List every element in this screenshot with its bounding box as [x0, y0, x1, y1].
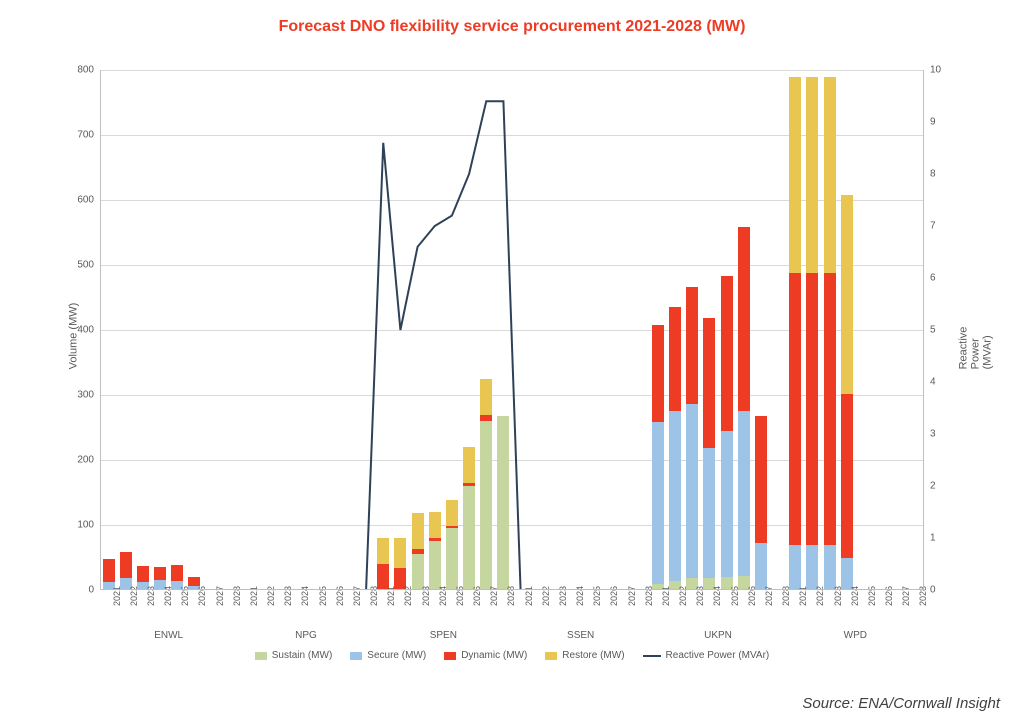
y-tick-right: 7 [924, 221, 936, 232]
legend-label: Secure (MW) [367, 650, 426, 661]
x-group-label: UKPN [649, 630, 786, 641]
legend-swatch [444, 652, 456, 660]
legend-label: Restore (MW) [562, 650, 624, 661]
legend-label: Reactive Power (MVAr) [666, 650, 770, 661]
y-tick-right: 10 [924, 65, 941, 76]
legend-item-secure: Secure (MW) [350, 650, 426, 661]
line-layer [100, 70, 924, 590]
y-tick-right: 2 [924, 481, 936, 492]
y-tick-left: 600 [77, 195, 100, 206]
x-group-label: ENWL [100, 630, 237, 641]
source-text: Source: ENA/Cornwall Insight [802, 695, 1000, 712]
y-tick-left: 800 [77, 65, 100, 76]
y-tick-left: 200 [77, 455, 100, 466]
legend-item-dynamic: Dynamic (MW) [444, 650, 527, 661]
x-group-label: SPEN [375, 630, 512, 641]
reactive-power-line [109, 101, 916, 590]
plot-area: 0100200300400500600700800 012345678910 2… [100, 70, 924, 590]
y-tick-right: 4 [924, 377, 936, 388]
y-axis-right-label: Reactive Power (MVAr) [957, 327, 993, 370]
chart-area: 0100200300400500600700800 012345678910 2… [100, 70, 924, 590]
y-tick-left: 700 [77, 130, 100, 141]
y-tick-right: 6 [924, 273, 936, 284]
legend-label: Sustain (MW) [272, 650, 333, 661]
x-group-label: SSEN [512, 630, 649, 641]
y-axis-left-label: Volume (MW) [67, 303, 79, 370]
y-tick-left: 0 [88, 585, 100, 596]
legend-swatch [545, 652, 557, 660]
legend: Sustain (MW) Secure (MW) Dynamic (MW) Resto… [100, 650, 924, 661]
y-tick-right: 3 [924, 429, 936, 440]
legend-swatch [255, 652, 267, 660]
legend-label: Dynamic (MW) [461, 650, 527, 661]
y-tick-right: 1 [924, 533, 936, 544]
legend-swatch [350, 652, 362, 660]
y-tick-right: 9 [924, 117, 936, 128]
x-group-label: WPD [787, 630, 924, 641]
x-axis-line [100, 589, 924, 590]
y-axis-left-line [100, 70, 101, 590]
chart-title: Forecast DNO flexibility service procure… [0, 0, 1024, 44]
y-tick-right: 5 [924, 325, 936, 336]
y-tick-left: 100 [77, 520, 100, 531]
legend-line-swatch [643, 655, 661, 657]
y-tick-left: 500 [77, 260, 100, 271]
x-group-label: NPG [237, 630, 374, 641]
legend-item-reactive: Reactive Power (MVAr) [643, 650, 770, 661]
y-tick-left: 300 [77, 390, 100, 401]
y-tick-right: 8 [924, 169, 936, 180]
y-axis-right-line [923, 70, 924, 590]
legend-item-restore: Restore (MW) [545, 650, 624, 661]
y-tick-left: 400 [77, 325, 100, 336]
legend-item-sustain: Sustain (MW) [255, 650, 333, 661]
